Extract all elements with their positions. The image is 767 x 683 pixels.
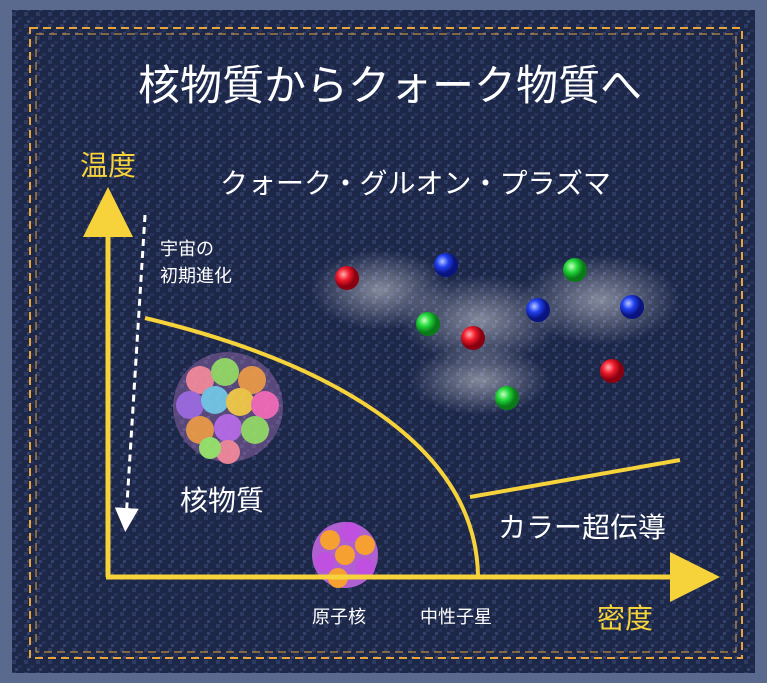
y-axis-label: 温度 — [80, 149, 136, 182]
annotation: 宇宙の — [160, 239, 214, 260]
nucleus — [312, 522, 378, 588]
quark-glows — [310, 250, 680, 415]
annotation: 初期進化 — [160, 266, 232, 287]
region-label: カラー超伝導 — [498, 511, 666, 544]
nuclear-matter-blob — [173, 352, 283, 464]
phase-boundary — [469, 458, 681, 499]
annotation: 中性子星 — [420, 607, 492, 628]
x-axis-label: 密度 — [597, 602, 653, 635]
evolution-arrow — [114, 214, 147, 532]
border — [35, 33, 737, 653]
annotation: 原子核 — [312, 607, 366, 628]
region-label: クォーク・グルオン・プラズマ — [220, 167, 611, 200]
quarks — [335, 253, 644, 410]
title: 核物質からクォーク物質へ — [138, 61, 642, 110]
phase-boundary — [144, 316, 480, 576]
region-label: 核物質 — [180, 484, 264, 517]
border — [29, 27, 743, 659]
